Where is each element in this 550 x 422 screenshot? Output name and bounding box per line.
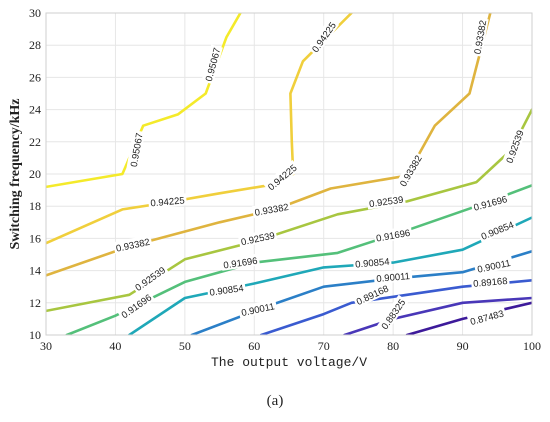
x-tick-label: 90	[457, 339, 469, 353]
y-tick-label: 14	[29, 264, 41, 278]
contour-label-background	[395, 151, 425, 191]
contour-level-label: 0.90854	[355, 257, 390, 271]
contour-line	[405, 301, 532, 335]
y-tick-label: 20	[29, 167, 41, 181]
contour-label-background	[307, 17, 340, 56]
contour-label-background	[251, 199, 292, 219]
contour-label-background	[501, 126, 527, 167]
contour-label-background	[470, 273, 510, 290]
x-tick-label: 60	[248, 339, 260, 353]
y-tick-label: 28	[29, 38, 41, 52]
contour-label-background	[126, 130, 146, 170]
y-tick-label: 24	[29, 103, 41, 117]
contour-label-background	[473, 255, 514, 276]
contour-level-label: 0.92539	[369, 195, 405, 211]
contour-label-background	[263, 160, 301, 194]
contour-label-group: 0.90854	[352, 254, 392, 271]
contour-label-group: 0.94225	[148, 193, 187, 209]
contour-line	[46, 13, 492, 277]
contour-label-background	[117, 289, 156, 322]
x-tick-label: 50	[179, 339, 191, 353]
y-tick-label: 16	[29, 231, 41, 245]
contour-label-group: 0.90854	[206, 280, 247, 299]
contour-label-background	[366, 192, 406, 210]
y-tick-label: 30	[29, 6, 41, 20]
contour-label-background	[201, 44, 223, 85]
x-tick-label: 40	[109, 339, 121, 353]
contour-label-background	[130, 262, 169, 295]
contour-label-group: 0.90011	[373, 268, 413, 285]
y-tick-label: 18	[29, 199, 41, 213]
contour-label-background	[477, 217, 517, 243]
x-tick-label: 100	[523, 339, 541, 353]
contour-label-background	[373, 225, 413, 244]
y-tick-label: 22	[29, 135, 41, 149]
plot-frame	[45, 12, 533, 336]
contour-label-background	[376, 294, 409, 333]
contour-line	[46, 13, 242, 189]
contour-line	[128, 216, 532, 335]
contour-label-group: 0.91696	[220, 253, 260, 272]
x-axis-label: The output voltage/V	[211, 355, 367, 370]
figure-caption: (a)	[266, 393, 284, 409]
contour-label-group: 0.92539	[366, 192, 406, 211]
contour-level-label: 0.94225	[150, 195, 185, 209]
contour-label-background	[466, 306, 507, 328]
contour-level-label: 0.90011	[376, 271, 410, 285]
contour-label-background	[237, 228, 278, 248]
contour-label-background	[352, 280, 392, 308]
x-tick-label: 30	[40, 339, 52, 353]
contour-label-group: 0.89168	[470, 273, 510, 290]
contour-label-background	[148, 193, 187, 209]
contour-label-background	[220, 253, 260, 271]
contour-label-background	[112, 234, 153, 255]
y-tick-label: 12	[29, 296, 41, 310]
y-tick-label: 26	[29, 70, 41, 84]
contour-label-background	[470, 191, 511, 214]
x-tick-label: 70	[318, 339, 330, 353]
contour-line	[343, 296, 532, 335]
contour-level-label: 0.89168	[473, 276, 508, 290]
x-tick-label: 80	[387, 339, 399, 353]
contour-label-background	[373, 268, 413, 285]
y-axis-label: Switching frequency/kHz	[8, 98, 23, 249]
contour-level-label: 0.91696	[223, 256, 259, 272]
contour-label-background	[237, 298, 278, 319]
contour-label-background	[206, 280, 247, 298]
y-tick-label: 10	[29, 328, 41, 342]
contour-label-background	[470, 17, 489, 57]
axis-ticks: 30 40 50 60 70 80 90 100 10 12 14 16 18 20 22 24 26 28 30	[29, 6, 541, 353]
contour-level-label: 0.90854	[209, 283, 245, 299]
contour-label-background	[352, 254, 392, 270]
